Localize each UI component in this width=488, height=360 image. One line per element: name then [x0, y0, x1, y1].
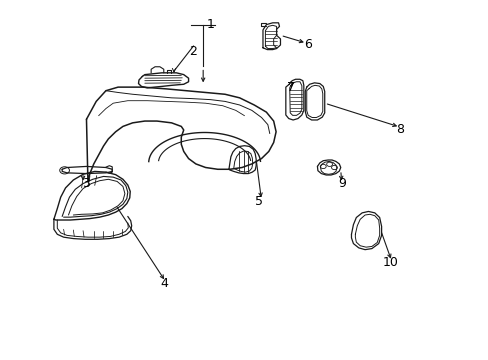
Text: 10: 10 [382, 256, 398, 269]
Text: 4: 4 [160, 277, 168, 290]
Text: 1: 1 [206, 18, 214, 31]
Text: 5: 5 [255, 195, 263, 208]
Text: 6: 6 [303, 38, 311, 51]
Text: 9: 9 [337, 177, 345, 190]
Text: 3: 3 [82, 177, 90, 190]
Text: 8: 8 [395, 123, 403, 136]
Text: 2: 2 [189, 45, 197, 58]
Text: 7: 7 [286, 81, 294, 94]
